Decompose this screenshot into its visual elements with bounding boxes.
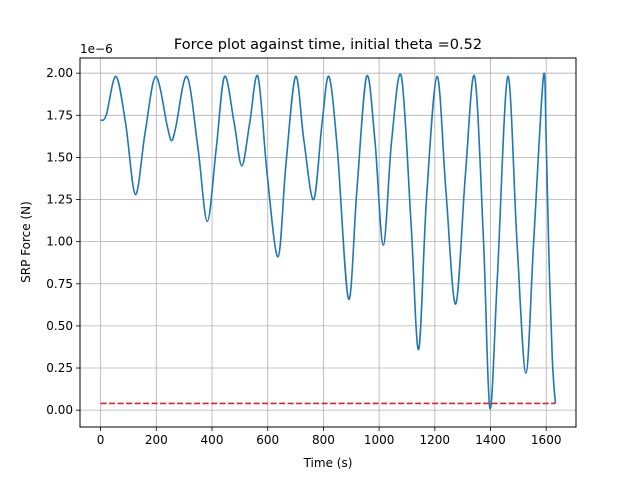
y-axis-ticks: 0.00 0.25 0.50 0.75 1.00 1.25 1.50 1.75 2.00 bbox=[46, 66, 80, 417]
x-axis-ticks: 0 200 400 600 800 1000 1200 1400 1600 bbox=[97, 427, 562, 447]
force-series-line bbox=[100, 72, 557, 410]
axes-frame bbox=[79, 57, 577, 428]
y-tick-label: 1.50 bbox=[46, 150, 73, 164]
y-tick-label: 2.00 bbox=[46, 66, 73, 80]
y-tick-label: 0.00 bbox=[46, 403, 73, 417]
y-tick-label: 1.75 bbox=[46, 108, 73, 122]
x-tick-label: 600 bbox=[256, 433, 279, 447]
y-tick-label: 0.25 bbox=[46, 361, 73, 375]
y-tick-label: 0.50 bbox=[46, 319, 73, 333]
x-tick-label: 400 bbox=[201, 433, 224, 447]
x-tick-label: 800 bbox=[312, 433, 335, 447]
x-tick-label: 1000 bbox=[364, 433, 395, 447]
y-axis-label: SRP Force (N) bbox=[19, 201, 33, 283]
x-tick-label: 1200 bbox=[420, 433, 451, 447]
y-offset-text: 1e−6 bbox=[80, 42, 113, 56]
x-tick-label: 200 bbox=[145, 433, 168, 447]
y-tick-label: 1.25 bbox=[46, 193, 73, 207]
y-tick-label: 1.00 bbox=[46, 235, 73, 249]
x-tick-label: 1400 bbox=[475, 433, 506, 447]
plot-series bbox=[100, 72, 557, 410]
chart-title: Force plot against time, initial theta =… bbox=[174, 37, 482, 53]
x-tick-label: 0 bbox=[97, 433, 105, 447]
x-tick-label: 1600 bbox=[531, 433, 562, 447]
x-axis-label: Time (s) bbox=[303, 456, 353, 470]
grid bbox=[80, 58, 576, 427]
y-tick-label: 0.75 bbox=[46, 277, 73, 291]
